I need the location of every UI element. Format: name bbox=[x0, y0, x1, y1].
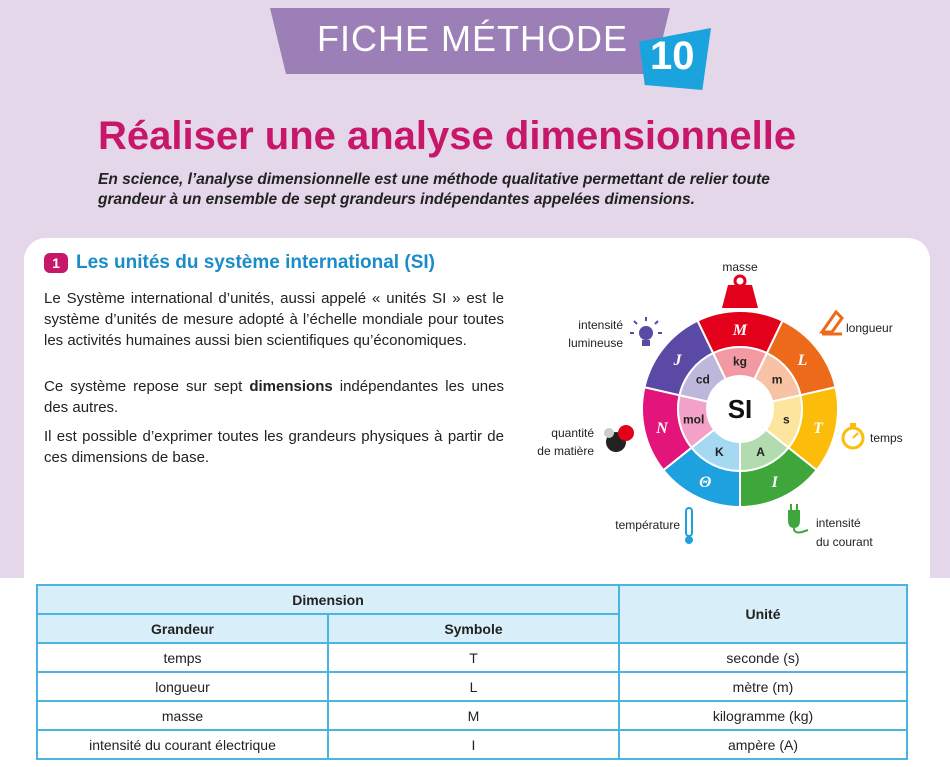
label-temperature: température bbox=[615, 518, 680, 532]
unit-symbol: m bbox=[772, 372, 783, 386]
wheel-center bbox=[707, 376, 773, 442]
plug-icon bbox=[788, 504, 809, 534]
unit-symbol: cd bbox=[696, 372, 710, 386]
paragraph-1: Le Système international d’unités, aussi… bbox=[44, 290, 504, 349]
cell-grandeur: longueur bbox=[36, 671, 329, 702]
unit-symbol: K bbox=[715, 445, 724, 459]
header-dimension: Dimension bbox=[36, 584, 620, 615]
ruler-icon bbox=[819, 309, 844, 336]
si-center-label: SI bbox=[728, 394, 753, 424]
cell-grandeur: masse bbox=[36, 700, 329, 731]
thermometer-icon bbox=[685, 507, 693, 544]
page-title: Réaliser une analyse dimensionnelle bbox=[98, 114, 797, 158]
cell-symbole: M bbox=[327, 700, 620, 731]
header-grandeur: Grandeur bbox=[36, 613, 329, 644]
banner-title: FICHE MÉTHODE bbox=[317, 18, 629, 59]
banner bbox=[270, 8, 670, 74]
dimension-letter: M bbox=[732, 322, 748, 339]
label-longueur: longueur bbox=[846, 321, 893, 335]
cell-grandeur: temps bbox=[36, 642, 329, 673]
cell-unite: kilogramme (kg) bbox=[618, 700, 908, 731]
table-row: longueur L mètre (m) bbox=[36, 671, 908, 702]
label-intensite-lum-2: lumineuse bbox=[568, 336, 623, 350]
intro-text: En science, l’analyse dimensionnelle est… bbox=[98, 171, 770, 208]
unit-symbol: A bbox=[756, 445, 765, 459]
fiche-number: 10 bbox=[650, 34, 695, 78]
dimension-letter: L bbox=[797, 352, 808, 369]
cell-grandeur: intensité du courant électrique bbox=[36, 729, 329, 760]
paragraph-3: Il est possible d’exprimer toutes les gr… bbox=[44, 428, 504, 466]
dimension-table: Dimension Unité Grandeur Symbole temps T… bbox=[36, 584, 908, 760]
paragraph-2: Ce système repose sur sept dimensions in… bbox=[44, 378, 504, 416]
dimension-letter: I bbox=[771, 474, 779, 491]
weight-icon bbox=[722, 274, 758, 308]
dimension-letter: Θ bbox=[699, 474, 711, 491]
cell-symbole: T bbox=[327, 642, 620, 673]
section-number: 1 bbox=[44, 253, 68, 273]
label-intensite-courant-2: du courant bbox=[816, 535, 873, 549]
dimension-letter: J bbox=[672, 352, 682, 369]
dimension-letter: T bbox=[813, 420, 824, 437]
molecule-icon bbox=[604, 425, 634, 452]
label-quantite-1: quantité bbox=[551, 426, 594, 440]
cell-unite: seconde (s) bbox=[618, 642, 908, 673]
label-intensite-lum-1: intensité bbox=[578, 318, 623, 332]
lightbulb-icon bbox=[630, 317, 662, 346]
table-row: masse M kilogramme (kg) bbox=[36, 700, 908, 731]
dimension-letter: N bbox=[655, 420, 669, 437]
table-row: intensité du courant électrique I ampère… bbox=[36, 729, 908, 760]
label-temps: temps bbox=[870, 431, 903, 445]
cell-symbole: L bbox=[327, 671, 620, 702]
cell-unite: mètre (m) bbox=[618, 671, 908, 702]
table-row: temps T seconde (s) bbox=[36, 642, 908, 673]
stopwatch-icon bbox=[841, 423, 865, 450]
cell-unite: ampère (A) bbox=[618, 729, 908, 760]
unit-symbol: s bbox=[783, 413, 790, 427]
label-quantite-2: de matière bbox=[537, 444, 594, 458]
header-unite: Unité bbox=[618, 584, 908, 644]
label-masse: masse bbox=[722, 260, 758, 274]
section-title: Les unités du système international (SI) bbox=[76, 252, 435, 273]
header-symbole: Symbole bbox=[327, 613, 620, 644]
unit-symbol: mol bbox=[683, 413, 704, 427]
unit-symbol: kg bbox=[733, 355, 747, 369]
cell-symbole: I bbox=[327, 729, 620, 760]
label-intensite-courant-1: intensité bbox=[816, 516, 861, 530]
